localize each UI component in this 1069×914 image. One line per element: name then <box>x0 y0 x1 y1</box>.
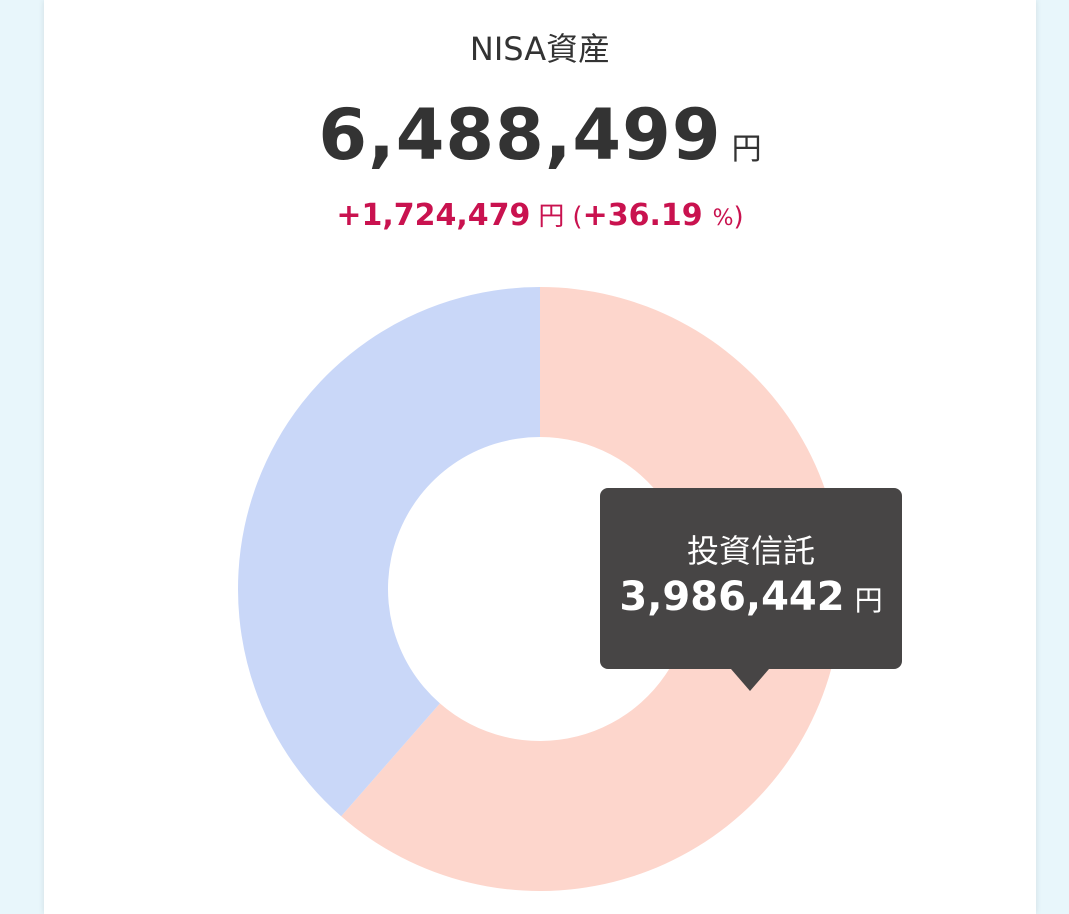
total-asset: 6,488,499 円 <box>44 94 1036 176</box>
profit-unit: 円 <box>538 202 565 232</box>
donut-slice-2[interactable] <box>238 287 540 817</box>
profit-paren-close: ) <box>733 202 744 232</box>
profit-percent-unit: % <box>712 206 734 231</box>
profit-change: +1,724,479 円 (+36.19%) <box>44 196 1036 233</box>
total-asset-value: 6,488,499 <box>318 94 722 176</box>
tooltip-unit: 円 <box>854 584 883 617</box>
tooltip-label: 投資信託 <box>686 532 815 570</box>
nisa-asset-card: NISA資産 6,488,499 円 +1,724,479 円 (+36.19%) 投… <box>44 0 1036 914</box>
profit-amount: +1,724,479 <box>336 198 531 233</box>
profit-paren-open: ( <box>572 202 583 232</box>
chart-tooltip: 投資信託 3,986,442 円 <box>600 488 902 691</box>
asset-donut-chart[interactable] <box>44 0 1036 914</box>
donut-slice-1[interactable] <box>341 287 843 892</box>
total-asset-unit: 円 <box>731 132 762 167</box>
tooltip-value: 3,986,442 <box>619 574 845 620</box>
tooltip-value-row: 3,986,442 円 <box>600 574 902 620</box>
card-title: NISA資産 <box>469 30 611 68</box>
profit-percent: +36.19 <box>582 198 703 233</box>
